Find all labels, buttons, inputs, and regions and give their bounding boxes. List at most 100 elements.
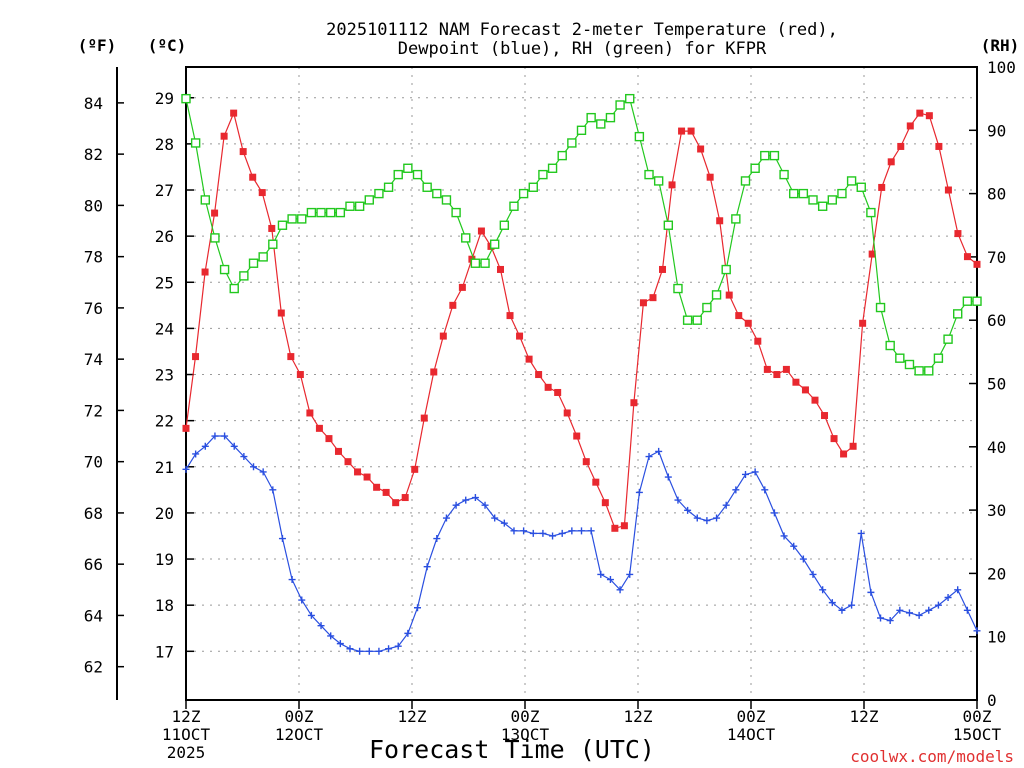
temperature-point (868, 250, 876, 258)
dewpoint-point (278, 535, 286, 543)
dewpoint-point (568, 527, 576, 535)
rh-point (827, 195, 838, 205)
time-tick-label: 14OCT (727, 725, 776, 744)
temperature-point (954, 230, 962, 238)
dewpoint-point (973, 627, 981, 635)
dewpoint-point (655, 447, 663, 455)
rh-point (393, 169, 403, 180)
temperature-point (659, 265, 667, 273)
dewpoint-point (828, 599, 836, 607)
rh-point (239, 271, 249, 281)
temperature-point (735, 312, 743, 320)
temperature-point (268, 224, 276, 232)
temperature-point (859, 319, 867, 327)
time-tick-label: 00Z (511, 707, 540, 726)
rh-point (325, 207, 336, 218)
temperature-point (315, 424, 323, 432)
fahrenheit-tick-label: 80 (84, 196, 103, 215)
dewpoint-point (587, 527, 595, 535)
rh-point (451, 207, 461, 218)
temperature-point (363, 473, 371, 481)
dewpoint-line (185, 435, 978, 652)
temperature-point (201, 268, 209, 276)
celsius-tick-label: 28 (155, 135, 174, 154)
time-tick-label: 2025 (167, 743, 206, 762)
rh-point (846, 176, 857, 186)
temperature-point (477, 227, 485, 235)
dewpoint-point (442, 514, 450, 522)
temperature-point (382, 488, 390, 496)
dewpoint-point (905, 609, 913, 617)
rh-point (538, 169, 548, 180)
rh-point (547, 163, 558, 173)
temperature-point (458, 283, 466, 291)
fahrenheit-tick-label: 70 (84, 453, 103, 472)
temperature-point (773, 371, 781, 379)
temperature-point (287, 353, 295, 361)
celsius-axis-label: (ºC) (148, 36, 187, 55)
celsius-tick-label: 24 (155, 319, 174, 338)
temperature-point (649, 294, 657, 302)
temperature-point (840, 450, 848, 458)
rh-tick-label: 40 (987, 438, 1006, 457)
series-temperature (182, 109, 981, 532)
dewpoint-point (867, 588, 875, 596)
rh-point (789, 188, 799, 199)
rh-axis: 0 10 20 30 40 50 60 70 80 90 100 (969, 58, 1016, 710)
rh-point (306, 207, 317, 218)
dewpoint-point (626, 570, 634, 578)
rh-point (210, 233, 220, 243)
temperature-point (639, 299, 647, 307)
dewpoint-point (664, 473, 672, 481)
rh-point (422, 182, 432, 192)
temperature-point (925, 112, 933, 120)
temperature-point (325, 435, 333, 443)
temperature-point (296, 371, 304, 379)
dewpoint-point (838, 606, 846, 614)
dewpoint-point (809, 570, 817, 578)
dewpoint-point (221, 432, 229, 440)
time-tick-label: 12Z (624, 707, 653, 726)
rh-tick-label: 80 (987, 185, 1006, 204)
temperature-point (897, 142, 905, 150)
temperature-point (935, 142, 943, 150)
dewpoint-point (722, 501, 730, 509)
dewpoint-point (520, 527, 528, 535)
dewpoint-point (356, 647, 364, 655)
rh-point (605, 112, 616, 123)
dewpoint-point (529, 529, 537, 537)
temperature-point (620, 522, 628, 530)
dewpoint-point (741, 470, 749, 478)
dewpoint-point (500, 519, 508, 527)
temperature-point (496, 265, 504, 273)
temperature-point (811, 396, 819, 404)
dewpoint-point (606, 576, 614, 584)
dewpoint-point (693, 514, 701, 522)
temperature-point (782, 365, 790, 373)
dewpoint-point (944, 593, 952, 601)
rh-point (576, 125, 587, 136)
temperature-point (420, 414, 428, 422)
rh-point (489, 239, 500, 249)
temperature-point (573, 432, 581, 440)
time-tick-label: 12Z (172, 707, 201, 726)
rh-point (625, 93, 635, 104)
temperature-point (706, 173, 714, 181)
rh-point (644, 169, 654, 180)
rh-point (383, 182, 394, 192)
celsius-tick-label: 17 (155, 642, 174, 661)
series-dewpoint (182, 432, 981, 655)
fahrenheit-tick-label: 68 (84, 504, 103, 523)
fahrenheit-tick-label: 76 (84, 299, 103, 318)
rh-tick-label: 100 (987, 58, 1016, 77)
temperature-point (878, 183, 886, 191)
fahrenheit-tick-label: 82 (84, 145, 103, 164)
rh-point (412, 169, 423, 180)
dewpoint-point (230, 442, 238, 450)
fahrenheit-tick-label: 66 (84, 555, 103, 574)
rh-point (856, 182, 866, 192)
dewpoint-point (915, 611, 923, 619)
dewpoint-point (423, 563, 431, 571)
chart-title-line1: 2025101112 NAM Forecast 2-meter Temperat… (326, 20, 838, 40)
